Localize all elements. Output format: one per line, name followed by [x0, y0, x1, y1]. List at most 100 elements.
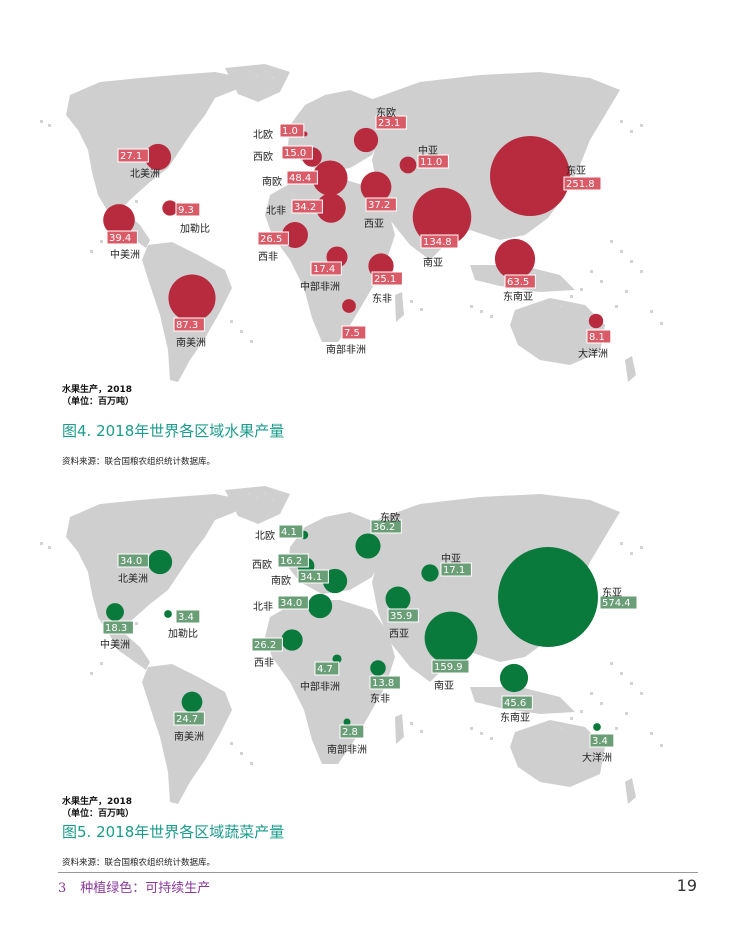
region-bubble — [322, 568, 348, 594]
region-name-label: 南欧 — [262, 175, 282, 188]
vegetable-legend-line2: （单位：百万吨） — [62, 809, 135, 819]
map-dot — [615, 727, 618, 730]
region-marker: 9.3 加勒比 — [162, 200, 210, 235]
region-marker: 18.3 中美洲 — [100, 603, 134, 651]
region-marker: 34.0 北非 — [253, 593, 333, 619]
vegetable-legend: 水果生产，2018 （单位：百万吨） — [62, 796, 134, 820]
map-dot — [625, 712, 628, 715]
region-marker: 26.2 西非 — [251, 629, 303, 669]
region-name-label: 西亚 — [389, 629, 409, 640]
region-marker: 35.9 西亚 — [385, 586, 419, 640]
value-label-box — [277, 553, 309, 568]
fruit-figure-title: 图4. 2018年世界各区域水果产量 — [62, 422, 285, 440]
region-bubble — [106, 603, 124, 621]
fruit-map: 27.1 北美洲 9.3 加勒比 39.4 中美洲 87.3 南美洲 1.0 北欧 15.0 西欧 48… — [0, 60, 755, 390]
region-name-label: 中美洲 — [100, 638, 130, 651]
region-value-label: 45.6 — [504, 698, 526, 709]
region-value-label: 26.5 — [260, 234, 282, 245]
region-marker: 37.2 西亚 — [360, 171, 397, 230]
region-bubble — [181, 691, 203, 713]
fruit-map-svg: 27.1北美洲9.3加勒比39.4中美洲87.3南美洲1.0北欧15.0西欧48… — [40, 64, 663, 382]
fruit-legend: 水果生产，2018 （单位：百万吨） — [62, 384, 134, 408]
region-value-label: 2.8 — [342, 727, 358, 738]
region-value-label: 39.4 — [109, 233, 131, 244]
region-marker: 2.8 南部非洲 — [327, 718, 367, 756]
region-marker: 17.4 中部非洲 — [300, 246, 348, 293]
value-label-box — [175, 202, 201, 217]
map-dot — [640, 124, 643, 127]
region-marker: 45.6 东南亚 — [499, 663, 533, 724]
region-bubble — [164, 610, 172, 618]
region-name-label: 北欧 — [253, 129, 273, 141]
region-bubble — [498, 547, 598, 647]
footer-rule — [58, 872, 698, 873]
map-dot — [480, 310, 483, 313]
region-name-label: 西亚 — [364, 219, 384, 230]
region-bubble — [588, 313, 604, 329]
region-marker: 3.4 大洋洲 — [582, 723, 615, 764]
region-value-label: 87.3 — [176, 320, 198, 331]
map-dot — [248, 492, 251, 495]
value-label-box — [417, 154, 449, 169]
region-bubble — [168, 274, 216, 322]
region-bubble — [360, 171, 392, 203]
region-value-label: 34.1 — [300, 572, 322, 583]
region-name-label: 南部非洲 — [327, 743, 367, 756]
map-dot — [240, 752, 243, 755]
region-name-label: 东非 — [370, 692, 390, 705]
map-dot — [230, 742, 233, 745]
region-marker: 36.2东欧 — [355, 511, 402, 559]
region-marker: 39.4 中美洲 — [103, 204, 140, 261]
region-marker: 63.5 东南亚 — [494, 238, 536, 303]
region-name-label: 中亚 — [441, 552, 461, 565]
value-label-box — [371, 271, 403, 286]
region-name-label: 南美洲 — [176, 336, 206, 349]
fruit-legend-line1: 水果生产，2018 — [62, 385, 133, 395]
value-label-box — [310, 261, 342, 276]
map-dot — [570, 295, 573, 298]
fruit-bubbles: 27.1北美洲9.3加勒比39.4中美洲87.3南美洲1.0北欧15.0西欧48… — [103, 106, 612, 360]
region-value-label: 18.3 — [105, 623, 127, 634]
map-dot — [480, 732, 483, 735]
region-marker: 25.1 东非 — [368, 253, 403, 305]
region-bubble — [103, 204, 135, 236]
region-marker: 4.1 北欧 — [255, 524, 309, 542]
region-name-label: 加勒比 — [180, 222, 210, 235]
map-dot — [620, 120, 623, 123]
region-value-label: 16.2 — [280, 556, 302, 567]
region-value-label: 34.0 — [280, 598, 302, 609]
region-marker: 1.0 北欧 — [253, 123, 308, 141]
region-name-label: 东欧 — [380, 511, 400, 524]
region-name-label: 东南亚 — [500, 711, 530, 724]
map-dot — [490, 315, 493, 318]
vegetable-map: 34.0 北美洲 3.4 加勒比 18.3 中美洲 24.7 南美洲 4.1 北欧 16.2 西欧 34… — [0, 482, 755, 812]
region-value-label: 34.0 — [120, 556, 142, 567]
region-marker: 24.7 南美洲 — [173, 691, 205, 743]
map-dot — [600, 280, 603, 283]
region-name-label: 西欧 — [253, 151, 273, 163]
region-bubble — [494, 238, 536, 280]
region-name-label: 东欧 — [376, 106, 396, 119]
map-dot — [630, 130, 633, 133]
region-value-label: 4.1 — [281, 527, 297, 538]
value-label-box — [281, 145, 313, 160]
vegetable-figure-title: 图5. 2018年世界各区域蔬菜产量 — [62, 823, 285, 841]
region-marker: 3.4 加勒比 — [164, 609, 201, 640]
value-label-box — [589, 733, 615, 748]
region-marker: 16.2 西欧 — [252, 553, 315, 575]
map-dot — [620, 542, 623, 545]
region-marker: 27.1 北美洲 — [117, 143, 172, 180]
region-value-label: 63.5 — [507, 277, 529, 288]
value-label-box — [365, 197, 397, 212]
region-name-label: 中部非洲 — [300, 680, 340, 693]
region-marker: 34.1 南欧 — [271, 568, 348, 594]
vegetable-source: 资料来源：联合国粮农组织统计数据库。 — [62, 858, 216, 868]
map-dot — [650, 310, 653, 313]
map-dot — [256, 496, 259, 499]
region-bubble — [593, 723, 601, 731]
region-marker: 48.4 南欧 — [262, 160, 348, 196]
region-bubble — [162, 200, 178, 216]
region-value-label: 574.4 — [602, 598, 631, 609]
value-label-box — [102, 620, 134, 635]
value-label-box — [314, 661, 340, 676]
